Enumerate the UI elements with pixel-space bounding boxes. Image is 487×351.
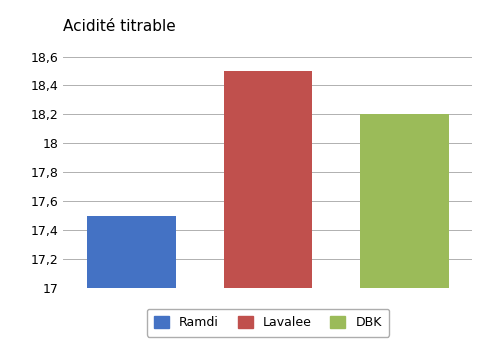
Legend: Ramdi, Lavalee, DBK: Ramdi, Lavalee, DBK — [147, 309, 389, 337]
Bar — [87, 216, 176, 288]
Bar — [224, 71, 312, 288]
Bar — [360, 114, 449, 288]
Text: Acidité titrable: Acidité titrable — [63, 19, 176, 34]
